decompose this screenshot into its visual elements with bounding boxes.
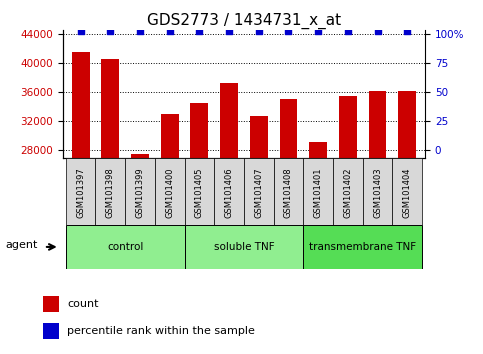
Bar [190,103,208,354]
Bar [66,225,185,269]
Point [225,28,233,34]
Bar [66,158,96,225]
Bar [161,114,179,354]
Text: agent: agent [5,240,37,250]
Text: GSM101398: GSM101398 [106,168,115,218]
Point [403,28,411,34]
Bar [250,116,268,354]
Text: control: control [107,242,143,252]
Bar [101,59,119,354]
Bar [43,296,59,312]
Bar [125,158,155,225]
Title: GDS2773 / 1434731_x_at: GDS2773 / 1434731_x_at [147,12,341,29]
Bar [214,158,244,225]
Text: GSM101407: GSM101407 [254,168,263,218]
Text: GSM101397: GSM101397 [76,168,85,218]
Text: GSM101401: GSM101401 [313,168,323,218]
Point [284,28,292,34]
Point [255,28,263,34]
Point [314,28,322,34]
Point [374,28,382,34]
Bar [273,158,303,225]
Bar [280,99,298,354]
Point [106,28,114,34]
Text: count: count [68,299,99,309]
Bar [303,225,422,269]
Bar [131,154,149,354]
Bar [244,158,273,225]
Text: GSM101404: GSM101404 [403,168,412,218]
Bar [185,158,214,225]
Bar [43,323,59,339]
Bar [339,96,357,354]
Bar [71,52,89,354]
Bar [392,158,422,225]
Text: transmembrane TNF: transmembrane TNF [309,242,416,252]
Point [344,28,352,34]
Point [196,28,203,34]
Text: GSM101402: GSM101402 [343,168,352,218]
Bar [220,83,238,354]
Point [166,28,173,34]
Bar [185,225,303,269]
Text: GSM101403: GSM101403 [373,168,382,218]
Point [136,28,144,34]
Bar [333,158,363,225]
Text: soluble TNF: soluble TNF [213,242,274,252]
Bar [309,142,327,354]
Bar [369,91,386,354]
Bar [96,158,125,225]
Bar [155,158,185,225]
Point [77,28,85,34]
Bar [303,158,333,225]
Text: GSM101400: GSM101400 [165,168,174,218]
Text: GSM101399: GSM101399 [136,168,144,218]
Bar [398,91,416,354]
Text: GSM101406: GSM101406 [225,168,234,218]
Bar [363,158,392,225]
Text: GSM101408: GSM101408 [284,168,293,218]
Text: percentile rank within the sample: percentile rank within the sample [68,326,255,336]
Text: GSM101405: GSM101405 [195,168,204,218]
